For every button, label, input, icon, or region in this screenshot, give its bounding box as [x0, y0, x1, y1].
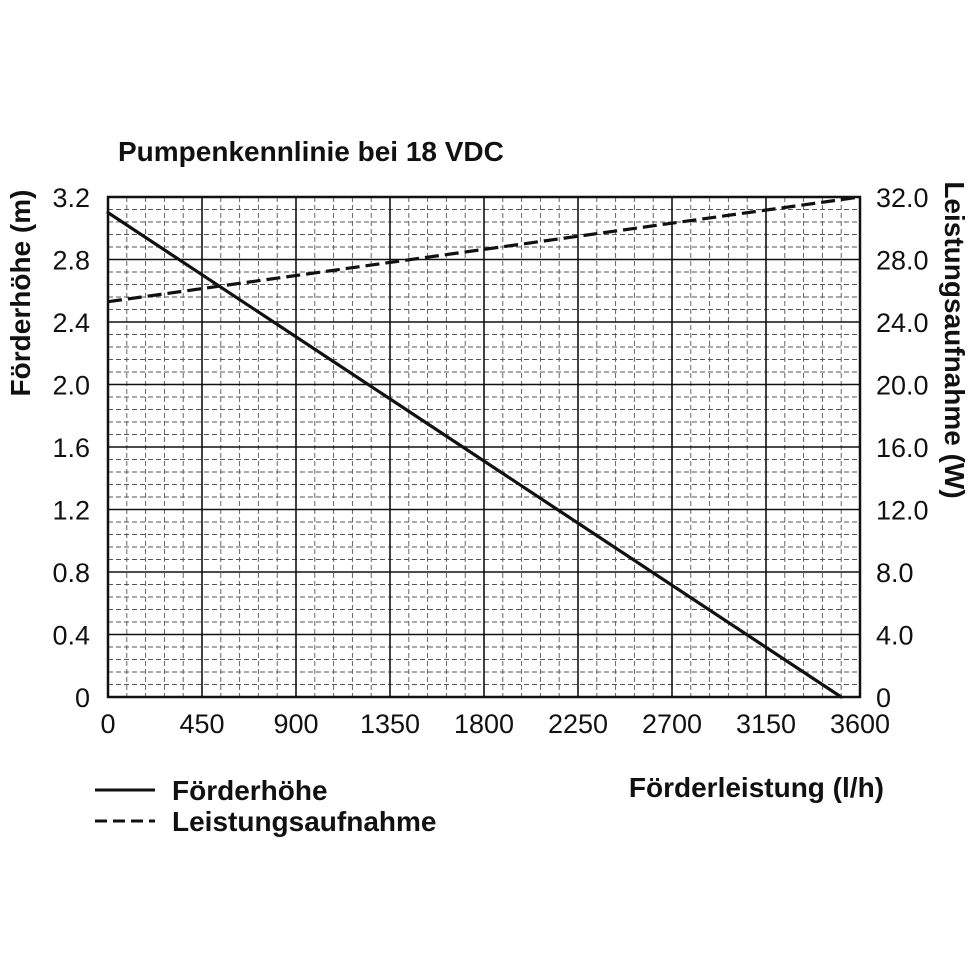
chart-title: Pumpenkennlinie bei 18 VDC [118, 136, 504, 167]
y-left-tick-label: 0 [75, 683, 90, 713]
y-left-tick-label: 0.4 [52, 621, 90, 651]
series-line-foerderhoehe [106, 211, 843, 699]
y-right-tick-label: 0 [876, 683, 891, 713]
x-tick-label: 450 [179, 709, 224, 739]
y-right-tick-labels: 0 4.0 8.0 12.0 16.0 20.0 24.0 28.0 32.0 [876, 183, 929, 713]
y-right-tick-label: 16.0 [876, 433, 929, 463]
y-right-tick-label: 8.0 [876, 558, 914, 588]
y-left-tick-label: 2.8 [52, 246, 90, 276]
series-line-leistungsaufnahme [107, 195, 861, 304]
y-right-tick-label: 24.0 [876, 308, 929, 338]
y-left-tick-label: 2.4 [52, 308, 90, 338]
x-tick-label: 3150 [736, 709, 796, 739]
y-left-tick-label: 1.2 [52, 496, 90, 526]
legend: Förderhöhe Leistungsaufnahme [95, 775, 436, 837]
y-right-tick-label: 32.0 [876, 183, 929, 213]
x-tick-label: 3600 [830, 709, 890, 739]
series-layer [106, 195, 861, 699]
x-tick-label: 900 [273, 709, 318, 739]
x-tick-label: 2250 [548, 709, 608, 739]
y-right-tick-label: 20.0 [876, 371, 929, 401]
y-left-tick-labels: 0 0.4 0.8 1.2 1.6 2.0 2.4 2.8 3.2 [52, 183, 90, 713]
plot-frame [106, 195, 862, 699]
x-tick-label: 0 [100, 709, 115, 739]
y-right-tick-label: 4.0 [876, 621, 914, 651]
y-right-tick-label: 28.0 [876, 246, 929, 276]
x-tick-label: 1350 [360, 709, 420, 739]
legend-label-leistungsaufnahme: Leistungsaufnahme [172, 806, 436, 837]
y-left-tick-label: 3.2 [52, 183, 90, 213]
y-left-tick-label: 2.0 [52, 371, 90, 401]
x-axis-label: Förderleistung (l/h) [629, 772, 884, 803]
x-tick-labels: 0 450 900 1350 1800 2250 2700 3150 3600 [100, 709, 890, 739]
y-left-tick-label: 0.8 [52, 558, 90, 588]
y-right-tick-label: 12.0 [876, 496, 929, 526]
x-tick-label: 1800 [454, 709, 514, 739]
legend-label-foerderhoehe: Förderhöhe [172, 775, 328, 806]
y-left-axis-label: Förderhöhe (m) [5, 190, 36, 397]
y-left-tick-label: 1.6 [52, 433, 90, 463]
y-right-axis-label: Leistungsaufnahme (W) [939, 181, 970, 498]
x-tick-label: 2700 [642, 709, 702, 739]
